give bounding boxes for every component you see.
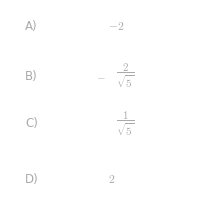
Text: C): C) xyxy=(25,117,38,130)
Text: B): B) xyxy=(25,70,38,83)
Text: $2$: $2$ xyxy=(108,173,115,186)
Text: $\dfrac{1}{\sqrt{5}}$: $\dfrac{1}{\sqrt{5}}$ xyxy=(116,110,135,138)
Text: A): A) xyxy=(25,20,38,33)
Text: D): D) xyxy=(25,173,39,186)
Text: $-$: $-$ xyxy=(96,71,105,81)
Text: $\dfrac{2}{\sqrt{5}}$: $\dfrac{2}{\sqrt{5}}$ xyxy=(116,62,135,90)
Text: $-2$: $-2$ xyxy=(108,20,125,33)
